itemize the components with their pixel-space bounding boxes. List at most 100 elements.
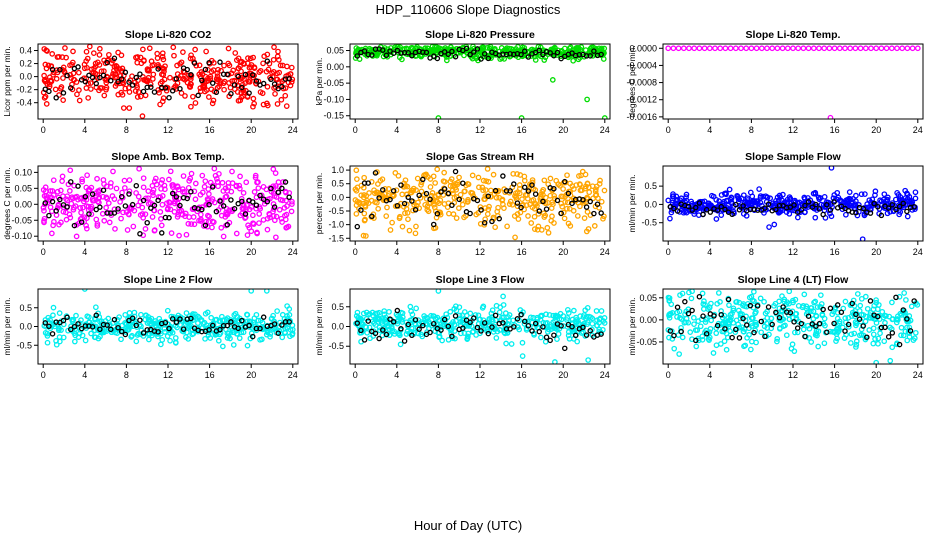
data-point bbox=[190, 214, 197, 220]
data-point bbox=[887, 357, 894, 364]
highlight-point bbox=[696, 293, 703, 300]
data-point bbox=[459, 201, 466, 208]
highlight-point bbox=[242, 71, 249, 78]
data-point bbox=[547, 175, 554, 182]
data-point bbox=[251, 315, 258, 322]
y-tick-label: -0.05 bbox=[636, 337, 657, 347]
data-point bbox=[774, 338, 780, 345]
data-point bbox=[76, 87, 82, 94]
data-point bbox=[238, 195, 245, 202]
data-point bbox=[758, 329, 765, 336]
highlight-point bbox=[246, 322, 252, 329]
highlight-point bbox=[558, 323, 564, 329]
data-point bbox=[753, 309, 759, 315]
data-point bbox=[194, 208, 201, 215]
panel-4: Slope Amb. Box Temp.degrees C per min.0 4… bbox=[2, 151, 299, 257]
data-point bbox=[422, 201, 428, 208]
x-tick-label: 20 bbox=[871, 247, 881, 257]
data-point bbox=[258, 317, 264, 324]
highlight-point bbox=[445, 323, 452, 330]
x-tick-label: 16 bbox=[517, 370, 527, 380]
data-point bbox=[107, 183, 114, 190]
data-point bbox=[372, 310, 379, 317]
data-point bbox=[721, 338, 728, 345]
highlight-point bbox=[235, 325, 241, 332]
data-point bbox=[243, 179, 250, 186]
highlight-point bbox=[540, 51, 546, 58]
x-tick-label: 24 bbox=[600, 247, 610, 257]
data-point bbox=[44, 81, 51, 87]
highlight-point bbox=[162, 319, 169, 326]
data-point bbox=[251, 100, 257, 107]
data-point bbox=[461, 52, 467, 59]
data-point bbox=[864, 305, 871, 312]
data-point bbox=[453, 215, 460, 221]
y-tick-label: -0.05 bbox=[323, 78, 344, 88]
highlight-point bbox=[758, 318, 765, 325]
highlight-point bbox=[423, 49, 430, 56]
highlight-point bbox=[86, 211, 92, 217]
data-point bbox=[430, 196, 436, 203]
data-point bbox=[549, 199, 556, 205]
data-point bbox=[904, 45, 911, 52]
data-point bbox=[270, 201, 277, 207]
data-point bbox=[151, 61, 157, 68]
data-point bbox=[259, 325, 266, 332]
data-point bbox=[717, 299, 723, 305]
highlight-point bbox=[889, 202, 896, 208]
data-point bbox=[504, 223, 510, 230]
data-point bbox=[445, 336, 452, 343]
data-point bbox=[890, 316, 896, 322]
highlight-point bbox=[57, 67, 63, 73]
data-point bbox=[60, 204, 67, 211]
data-point bbox=[170, 182, 177, 188]
highlight-point bbox=[536, 47, 543, 54]
y-tick-label: 0.0 bbox=[644, 199, 657, 209]
data-point bbox=[264, 51, 271, 58]
highlight-point bbox=[279, 83, 285, 90]
highlight-point bbox=[521, 184, 528, 191]
data-point bbox=[894, 45, 900, 52]
data-point bbox=[158, 341, 164, 348]
y-axis-label: percent per min. bbox=[314, 173, 324, 234]
data-point bbox=[531, 213, 538, 220]
data-point bbox=[205, 94, 212, 100]
highlight-point bbox=[380, 47, 386, 53]
highlight-point bbox=[875, 204, 881, 210]
highlight-point bbox=[481, 51, 488, 57]
data-point bbox=[137, 93, 144, 100]
highlight-point bbox=[358, 207, 364, 213]
data-point bbox=[761, 298, 767, 305]
data-point bbox=[690, 314, 697, 321]
data-point bbox=[201, 319, 208, 326]
highlight-point bbox=[380, 187, 386, 193]
highlight-point bbox=[682, 298, 688, 305]
data-point bbox=[48, 78, 55, 85]
y-tick-label: 0.00 bbox=[326, 62, 344, 72]
highlight-point bbox=[547, 337, 553, 344]
data-point bbox=[253, 205, 259, 212]
highlight-point bbox=[394, 47, 401, 54]
data-point bbox=[679, 334, 686, 341]
data-point bbox=[237, 173, 243, 180]
data-point bbox=[601, 187, 608, 194]
data-point bbox=[85, 95, 92, 101]
data-point bbox=[210, 97, 217, 104]
data-point bbox=[41, 207, 47, 214]
y-axis-label: ml/min per min. bbox=[627, 174, 637, 232]
data-point bbox=[707, 203, 714, 209]
highlight-point bbox=[177, 85, 183, 92]
data-point bbox=[873, 45, 880, 52]
highlight-point bbox=[126, 191, 132, 197]
data-point bbox=[506, 317, 512, 324]
data-point bbox=[279, 219, 285, 225]
data-point bbox=[545, 229, 552, 236]
x-tick-label: 24 bbox=[288, 125, 298, 135]
data-point bbox=[138, 60, 145, 67]
data-point bbox=[888, 45, 895, 52]
data-point bbox=[666, 334, 672, 341]
data-point bbox=[88, 330, 94, 337]
highlight-point bbox=[409, 198, 415, 204]
data-point bbox=[64, 197, 71, 204]
highlight-point bbox=[543, 206, 550, 212]
